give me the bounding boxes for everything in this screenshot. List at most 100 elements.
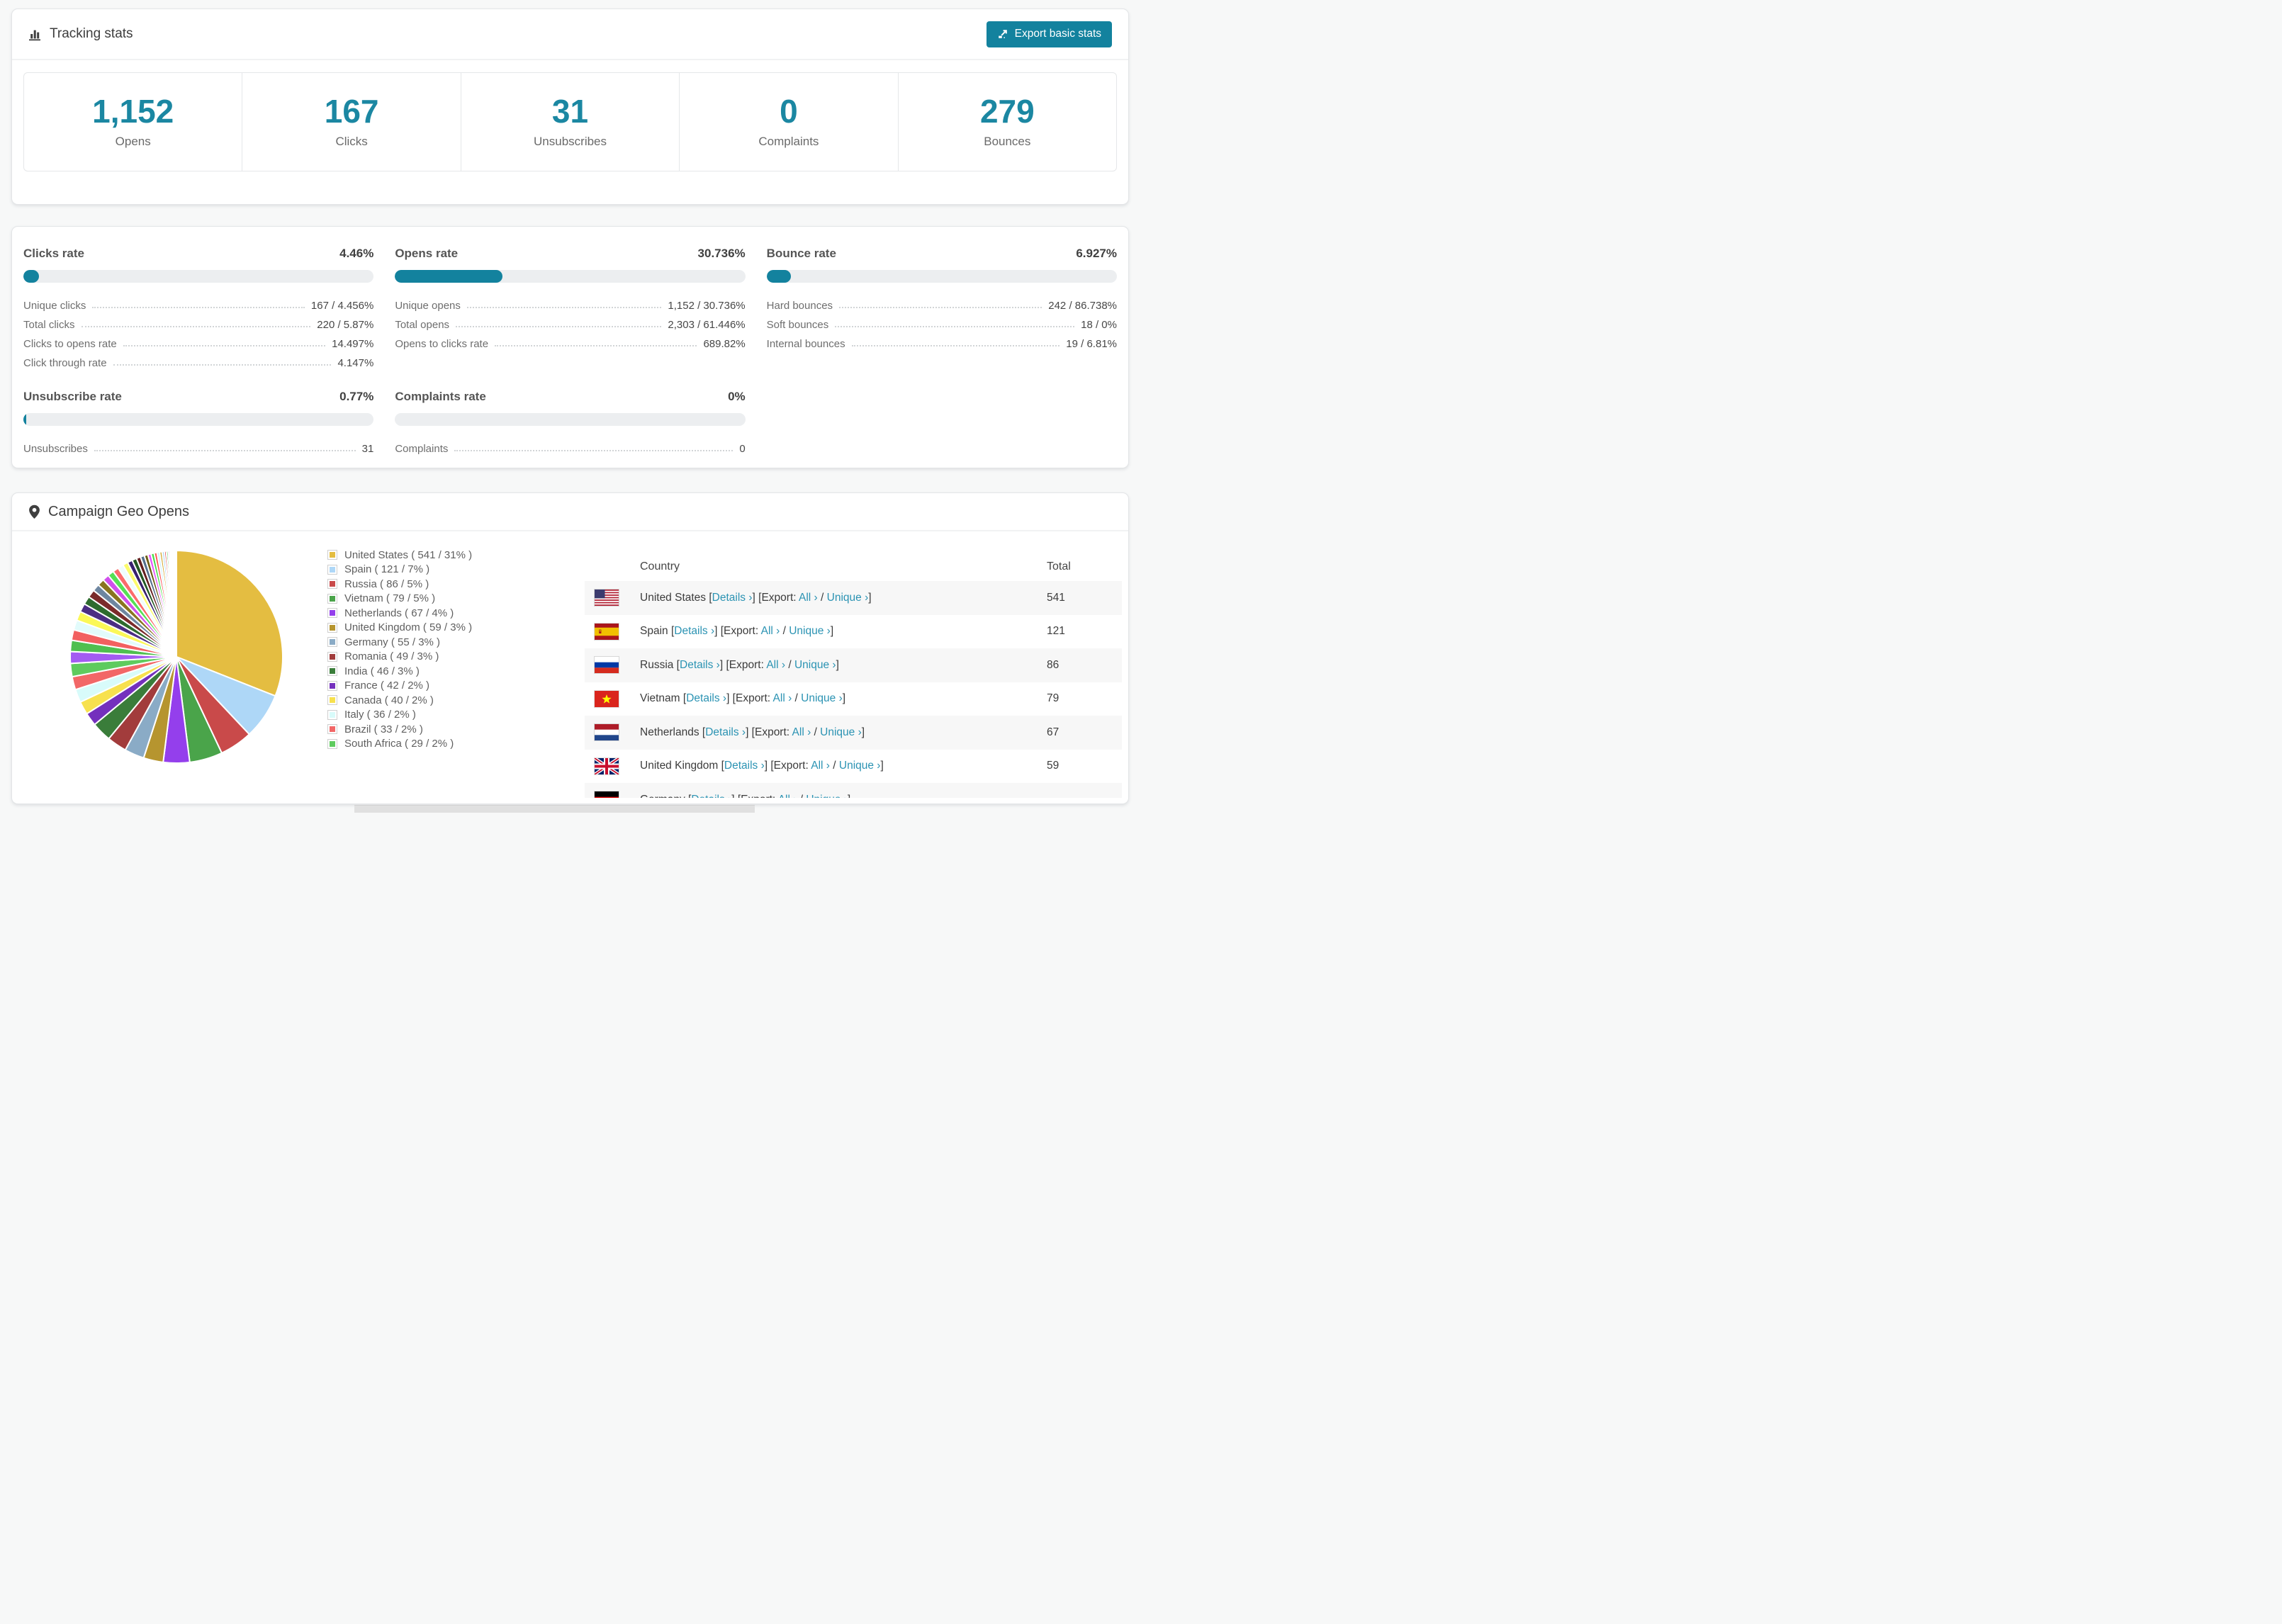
details-link[interactable]: Details › bbox=[724, 760, 765, 772]
legend-swatch bbox=[327, 593, 337, 604]
rate-row: Hard bounces 242 / 86.738% bbox=[767, 295, 1117, 314]
rate-title: Opens rate bbox=[395, 247, 459, 260]
rates-card: Clicks rate 4.46% Unique clicks 167 / 4.456… bbox=[11, 226, 1129, 468]
nl-flag-icon bbox=[595, 724, 619, 741]
geo-table-row: Russia [Details ›] [Export: All › / Uniq… bbox=[585, 648, 1122, 682]
dotted-leader bbox=[495, 345, 697, 346]
legend-swatch bbox=[327, 666, 337, 677]
legend-label: Canada ( 40 / 2% ) bbox=[344, 694, 434, 706]
legend-label: France ( 42 / 2% ) bbox=[344, 680, 430, 692]
stat-value: 31 bbox=[551, 93, 589, 130]
rate-row-label: Soft bounces bbox=[766, 319, 829, 331]
export-all-link[interactable]: All › bbox=[766, 658, 786, 671]
geo-table-row: Spain [Details ›] [Export: All › / Uniqu… bbox=[585, 615, 1122, 649]
export-unique-link[interactable]: Unique › bbox=[794, 658, 836, 671]
legend-swatch bbox=[327, 724, 337, 735]
rate-panel-header: Clicks rate 4.46% bbox=[23, 247, 373, 261]
rate-row-label: Complaints bbox=[395, 443, 449, 455]
country-links: United Kingdom [Details ›] [Export: All … bbox=[640, 760, 884, 772]
stat-cell: 1,152 Opens bbox=[24, 73, 242, 171]
progress-track bbox=[23, 270, 374, 283]
country-links: Russia [Details ›] [Export: All › / Uniq… bbox=[640, 658, 839, 671]
rate-row-label: Clicks to opens rate bbox=[23, 338, 117, 350]
rate-row: Click through rate 4.147% bbox=[23, 352, 373, 371]
export-all-link[interactable]: All › bbox=[778, 794, 797, 798]
legend-item: Russia ( 86 / 5% ) bbox=[327, 577, 472, 592]
stat-label: Complaints bbox=[758, 135, 819, 148]
pie-legend: United States ( 541 / 31% ) Spain ( 121 /… bbox=[327, 548, 472, 751]
export-all-link[interactable]: All › bbox=[792, 726, 811, 738]
total-cell: 59 bbox=[1047, 760, 1060, 772]
rate-panel-clicks-rate: Clicks rate 4.46% Unique clicks 167 / 4.456… bbox=[23, 247, 374, 371]
export-unique-link[interactable]: Unique › bbox=[838, 760, 881, 772]
rate-row: Complaints 0 bbox=[395, 438, 745, 457]
legend-swatch bbox=[327, 738, 337, 749]
legend-swatch bbox=[327, 680, 337, 691]
rate-row: Unique clicks 167 / 4.456% bbox=[23, 295, 373, 314]
tracking-stats-title-text: Tracking stats bbox=[50, 26, 133, 41]
legend-label: Italy ( 36 / 2% ) bbox=[344, 709, 416, 721]
stat-value: 167 bbox=[324, 93, 379, 130]
legend-item: Spain ( 121 / 7% ) bbox=[327, 563, 472, 577]
stat-cell: 0 Complaints bbox=[679, 73, 897, 171]
legend-swatch bbox=[327, 622, 337, 633]
export-button-label: Export basic stats bbox=[1014, 28, 1101, 40]
de-flag-icon bbox=[595, 791, 619, 798]
legend-swatch bbox=[327, 695, 337, 706]
export-all-link[interactable]: All › bbox=[760, 625, 780, 638]
legend-item: Brazil ( 33 / 2% ) bbox=[327, 722, 472, 737]
rate-panel-bounce-rate: Bounce rate 6.927% Hard bounces 242 / 86.73… bbox=[766, 247, 1117, 371]
details-link[interactable]: Details › bbox=[680, 658, 720, 671]
horizontal-scrollbar[interactable] bbox=[354, 805, 755, 813]
country-cell: Vietnam [Details ›] [Export: All › / Uni… bbox=[585, 690, 1047, 707]
rate-title: Complaints rate bbox=[395, 390, 486, 403]
ru-flag-icon bbox=[595, 657, 619, 674]
rate-row-value: 167 / 4.456% bbox=[310, 300, 374, 312]
export-unique-link[interactable]: Unique › bbox=[801, 692, 843, 705]
export-unique-link[interactable]: Unique › bbox=[789, 625, 831, 638]
rate-row: Total clicks 220 / 5.87% bbox=[23, 314, 373, 333]
rates-grid: Clicks rate 4.46% Unique clicks 167 / 4.456… bbox=[12, 227, 1128, 457]
export-all-link[interactable]: All › bbox=[799, 591, 818, 604]
country-cell: Germany [Details ›] [Export: All › / Uni… bbox=[585, 791, 1047, 798]
export-all-link[interactable]: All › bbox=[811, 760, 830, 772]
export-all-link[interactable]: All › bbox=[772, 692, 792, 705]
dotted-leader bbox=[456, 326, 662, 327]
legend-label: India ( 46 / 3% ) bbox=[344, 665, 420, 677]
total-cell: 79 bbox=[1047, 692, 1060, 705]
stat-value: 1,152 bbox=[92, 93, 174, 130]
rate-panel-header: Bounce rate 6.927% bbox=[767, 247, 1117, 261]
rate-row: Unsubscribes 31 bbox=[23, 438, 373, 457]
stat-label: Opens bbox=[115, 135, 151, 148]
legend-item: Vietnam ( 79 / 5% ) bbox=[327, 592, 472, 607]
legend-item: Germany ( 55 / 3% ) bbox=[327, 635, 472, 650]
legend-swatch bbox=[327, 608, 337, 619]
tracking-stats-header: Tracking stats Export basic stats bbox=[12, 9, 1128, 60]
geo-opens-title-text: Campaign Geo Opens bbox=[48, 503, 190, 519]
dotted-leader bbox=[466, 307, 662, 308]
stat-cell: 167 Clicks bbox=[242, 73, 460, 171]
rate-value: 6.927% bbox=[1076, 247, 1117, 260]
details-link[interactable]: Details › bbox=[712, 591, 753, 604]
details-link[interactable]: Details › bbox=[686, 692, 727, 705]
export-unique-link[interactable]: Unique › bbox=[826, 591, 869, 604]
rate-title: Bounce rate bbox=[766, 247, 836, 260]
legend-swatch bbox=[327, 637, 337, 648]
legend-swatch bbox=[327, 579, 337, 590]
export-basic-stats-button[interactable]: Export basic stats bbox=[986, 21, 1112, 47]
details-link[interactable]: Details › bbox=[674, 625, 715, 638]
bar-chart-icon bbox=[28, 28, 42, 41]
dotted-leader bbox=[113, 364, 332, 366]
geo-table-header: Country Total bbox=[585, 553, 1122, 581]
details-link[interactable]: Details › bbox=[705, 726, 746, 738]
details-link[interactable]: Details › bbox=[691, 794, 731, 798]
rate-rows: Complaints 0 bbox=[395, 438, 745, 457]
progress-fill bbox=[766, 270, 791, 283]
country-column-header: Country bbox=[640, 560, 680, 573]
dotted-leader bbox=[851, 345, 1060, 346]
rate-row-value: 689.82% bbox=[703, 338, 746, 350]
legend-swatch bbox=[327, 709, 337, 720]
geo-opens-body: United States ( 541 / 31% ) Spain ( 121 /… bbox=[12, 531, 1128, 803]
export-unique-link[interactable]: Unique › bbox=[806, 794, 848, 798]
export-unique-link[interactable]: Unique › bbox=[820, 726, 862, 738]
